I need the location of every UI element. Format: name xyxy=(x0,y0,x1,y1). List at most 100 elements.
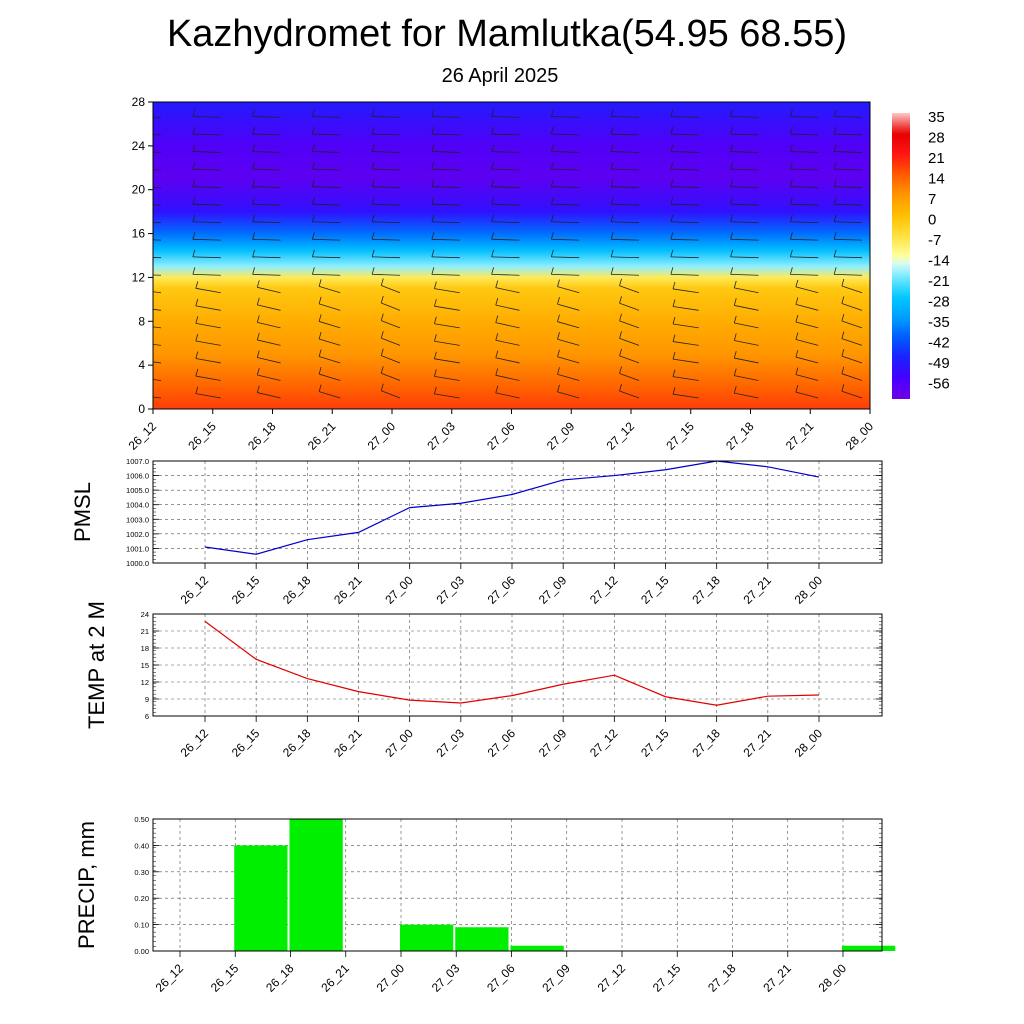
wind-barb-flag xyxy=(733,368,737,376)
wind-barb xyxy=(495,357,520,364)
wind-barb-flag xyxy=(550,126,554,135)
wind-barb-flag xyxy=(795,314,799,323)
temp-panel: 6 9 12 15 18 21 24 26_12 26_15 26_18 26_21 27_00 27_… xyxy=(84,601,883,760)
wind-barb xyxy=(252,273,281,276)
wind-barb-flag xyxy=(789,267,793,275)
wind-barb-flag xyxy=(256,367,260,376)
x-tick-label: 27_12 xyxy=(587,573,621,607)
wind-barb-flag xyxy=(841,296,845,304)
x-tick-label: 28_00 xyxy=(816,961,850,995)
wind-barb-flag xyxy=(672,352,676,360)
heatmap-y-tick-label: 4 xyxy=(138,358,145,372)
wind-barb-flag xyxy=(195,281,199,289)
y-tick-label: 9 xyxy=(145,695,149,704)
wind-barb-flag xyxy=(133,127,135,134)
wind-barb-flag xyxy=(311,162,315,170)
wind-barb xyxy=(312,186,341,188)
wind-barb-flag xyxy=(557,297,560,305)
wind-barb-flag xyxy=(433,369,437,377)
wind-barb-flag xyxy=(557,367,560,375)
heatmap-y-tick-label: 16 xyxy=(132,227,146,241)
wind-barb xyxy=(195,305,221,311)
heatmap-x-tick-label: 27_06 xyxy=(484,419,518,453)
wind-barb-flag xyxy=(135,318,137,325)
wind-barb-flag xyxy=(380,348,384,356)
wind-barb-flag xyxy=(311,179,315,187)
wind-barb xyxy=(192,151,221,153)
x-tick-label: 26_12 xyxy=(178,726,212,760)
chart-title: Kazhydromet for Mamlutka(54.95 68.55) xyxy=(167,13,847,55)
wind-barb-flag xyxy=(256,315,260,323)
wind-barb xyxy=(434,288,460,294)
wind-barb-flag xyxy=(431,267,435,275)
wind-barb xyxy=(841,390,863,399)
heatmap-x-tick-label: 27_09 xyxy=(544,419,578,453)
wind-barb-flag xyxy=(610,126,614,135)
wind-barb-flag xyxy=(133,162,135,169)
wind-barb xyxy=(557,338,580,346)
wind-barb xyxy=(790,203,819,206)
wind-barb xyxy=(790,273,819,276)
wind-barb-flag xyxy=(380,295,384,304)
precip-bar xyxy=(234,845,288,951)
x-tick-label: 27_21 xyxy=(760,961,794,995)
wind-barb-flag xyxy=(550,179,554,187)
wind-barb-flag xyxy=(733,350,737,359)
wind-barb xyxy=(841,303,863,311)
y-tick-label: 0.20 xyxy=(134,894,149,903)
wind-barb xyxy=(252,116,281,118)
panel-frame xyxy=(152,613,883,717)
wind-barb xyxy=(611,133,640,136)
wind-barb xyxy=(495,392,520,399)
wind-barb xyxy=(381,372,401,381)
y-tick-label: 1000.0 xyxy=(126,559,149,568)
wind-barb xyxy=(557,303,580,311)
x-tick-label: 26_18 xyxy=(263,961,297,995)
wind-barb-flag xyxy=(380,383,384,391)
colorbar-label: -35 xyxy=(928,314,950,331)
y-tick-label: 21 xyxy=(141,627,149,636)
wind-barb xyxy=(312,238,341,241)
y-tick-label: 0.50 xyxy=(134,815,149,824)
wind-barb xyxy=(252,238,281,241)
y-tick-label: 0.30 xyxy=(134,868,149,877)
wind-barb xyxy=(734,305,759,311)
wind-barb-flag xyxy=(433,316,437,324)
wind-barb xyxy=(670,273,699,276)
wind-barb-flag xyxy=(371,144,375,152)
wind-barb-flag xyxy=(789,126,793,135)
x-tick-label: 28_00 xyxy=(792,573,826,607)
wind-barb-flag xyxy=(252,144,255,152)
wind-barb-flag xyxy=(495,385,499,393)
wind-barb xyxy=(153,186,162,188)
wind-barb-flag xyxy=(619,383,622,392)
wind-barb xyxy=(312,273,341,276)
wind-barb-flag xyxy=(841,278,845,287)
wind-barb-flag xyxy=(311,144,315,152)
wind-barb xyxy=(790,133,819,136)
wind-barb-flag xyxy=(610,232,614,240)
wind-barb-flag xyxy=(610,249,614,257)
wind-barb xyxy=(795,339,819,346)
wind-barb xyxy=(619,320,640,329)
wind-barb-flag xyxy=(795,297,799,305)
wind-barb xyxy=(381,320,401,329)
wind-barb xyxy=(319,321,341,329)
wind-barb xyxy=(372,116,401,118)
y-tick-label: 1006.0 xyxy=(126,472,149,481)
wind-barb-flag xyxy=(730,109,733,117)
wind-barb xyxy=(611,116,640,118)
wind-barb-flag xyxy=(789,197,793,205)
wind-barb xyxy=(431,186,460,188)
x-tick-label: 26_12 xyxy=(153,961,187,995)
wind-barb xyxy=(672,341,699,346)
wind-barb xyxy=(319,303,341,311)
wind-barb-flag xyxy=(672,316,676,325)
wind-barb-flag xyxy=(431,109,435,117)
wind-barb-flag xyxy=(495,298,499,306)
wind-barb-flag xyxy=(192,214,196,222)
wind-barb xyxy=(619,373,640,381)
wind-barb xyxy=(195,287,221,294)
x-tick-label: 27_18 xyxy=(689,726,723,760)
wind-barb xyxy=(491,238,520,241)
